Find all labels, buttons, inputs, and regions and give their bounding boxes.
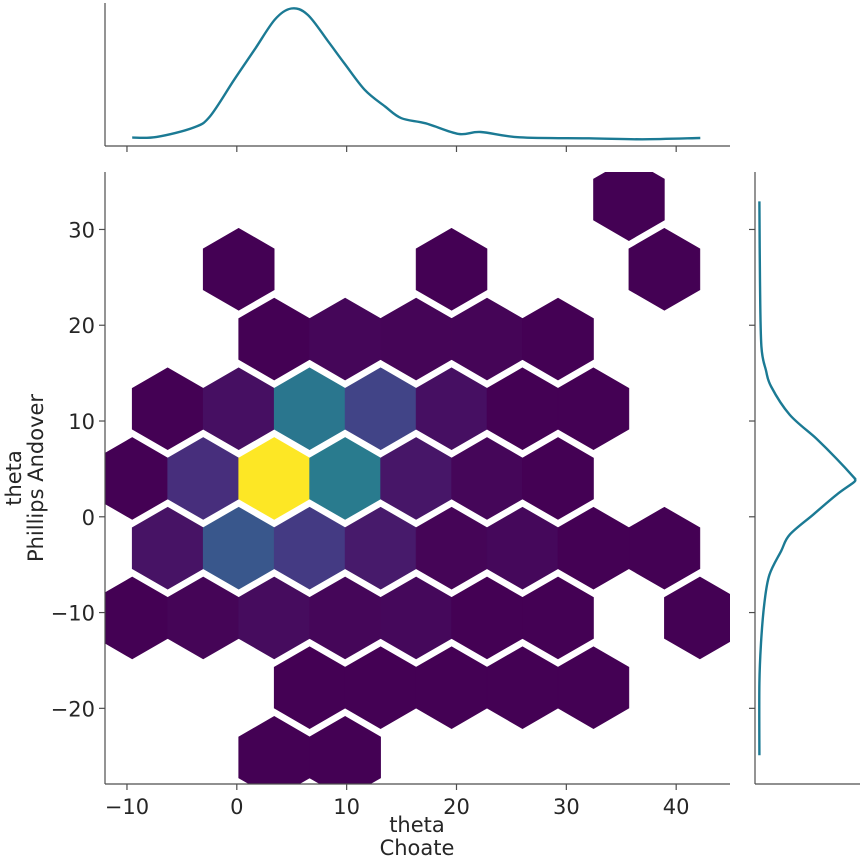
- hexbin-cell: [202, 506, 275, 590]
- hexbin-cell: [238, 437, 310, 520]
- hexbin-cell: [415, 506, 488, 590]
- hexbin-cell: [451, 437, 523, 520]
- hexbin-cell: [344, 506, 417, 590]
- right-kde-line: [758, 201, 857, 756]
- hexbin-cell: [415, 227, 488, 311]
- top-marginal-kde: [132, 7, 701, 141]
- hexbin-cell: [380, 576, 452, 660]
- hexbin-cell: [309, 297, 381, 381]
- hexbin-cell: [522, 437, 594, 520]
- x-axis-label-line2: Choate: [380, 836, 455, 860]
- hexbin-cell: [451, 576, 523, 660]
- y-tick-label: −20: [51, 697, 95, 721]
- hexbin-cell: [451, 297, 523, 381]
- hexbin-cell: [167, 576, 239, 660]
- hexbin-cell: [593, 172, 665, 241]
- hexbin-cell: [309, 716, 381, 784]
- y-axis-label-line1: theta: [2, 450, 26, 506]
- hexbin-cell: [557, 646, 630, 729]
- hexbin-cells: [105, 172, 730, 784]
- hexbin-cell: [486, 506, 559, 590]
- hexbin-cell: [557, 367, 630, 451]
- hexbin-cell: [486, 646, 559, 729]
- hexbin-cell: [486, 367, 559, 451]
- x-tick-label: 0: [230, 795, 243, 819]
- x-tick-label: 20: [443, 795, 470, 819]
- hexbin-cell: [380, 437, 452, 520]
- hexbin-cell: [628, 506, 701, 590]
- hexbin-cell: [309, 576, 381, 660]
- axes: −10 0 10 20 30 40 −20 −10 0 10 20 30: [51, 3, 860, 819]
- hexbin-cell: [105, 576, 168, 660]
- hexbin-cell: [415, 367, 488, 451]
- hexbin-cell: [380, 297, 452, 381]
- y-axis-label-line2: Phillips Andover: [24, 394, 48, 562]
- hexbin-cell: [238, 716, 310, 784]
- hexbin-cell: [131, 367, 204, 451]
- y-tick-label: 10: [68, 410, 95, 434]
- y-tick-label: −10: [51, 602, 95, 626]
- hexbin-cell: [202, 367, 275, 451]
- hexbin-cell: [415, 646, 488, 729]
- hexbin-cell: [557, 506, 630, 590]
- y-tick-label: 30: [68, 218, 95, 242]
- hexbin-cell: [238, 576, 310, 660]
- hexbin-cell: [522, 297, 594, 381]
- hexbin-cell: [131, 506, 204, 590]
- y-tick-label: 0: [82, 506, 95, 530]
- x-axis-label-line1: theta: [389, 813, 445, 837]
- hexbin-cell: [105, 437, 168, 520]
- hexbin-cell: [522, 576, 594, 660]
- x-tick-label: 40: [663, 795, 690, 819]
- hexbin-cell: [273, 646, 346, 729]
- x-tick-label: 10: [333, 795, 360, 819]
- hexbin-cell: [202, 227, 275, 311]
- x-tick-label: 30: [553, 795, 580, 819]
- hexbin-cell: [309, 437, 381, 520]
- right-marginal-kde: [758, 201, 857, 756]
- hexbin-cell: [628, 227, 701, 311]
- x-tick-label: −10: [105, 795, 149, 819]
- hexbin-cell: [344, 646, 417, 729]
- hexbin-cell: [238, 297, 310, 381]
- hexbin-cell: [664, 576, 730, 660]
- top-kde-line: [132, 7, 701, 141]
- hexbin-cell: [167, 437, 239, 520]
- hexbin-cell: [273, 367, 346, 451]
- y-tick-label: 20: [68, 314, 95, 338]
- hexbin-cell: [273, 506, 346, 590]
- hexbin-cell: [344, 367, 417, 451]
